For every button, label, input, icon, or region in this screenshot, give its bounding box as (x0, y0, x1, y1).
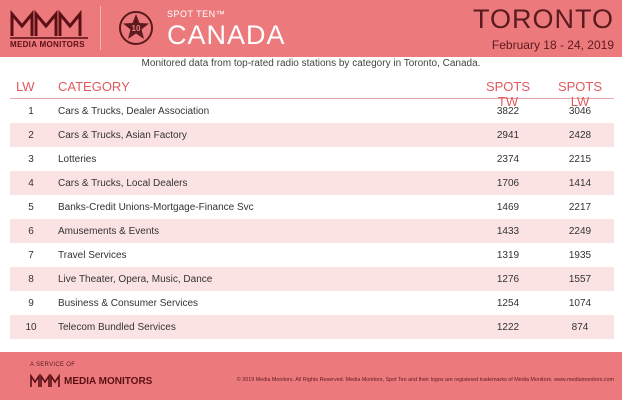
cell-category: Cars & Trucks, Local Dealers (58, 178, 188, 189)
cell-spots-lw: 2249 (568, 226, 592, 237)
cell-lw: 6 (28, 226, 34, 237)
cell-spots-tw: 1433 (496, 226, 520, 237)
cell-category: Live Theater, Opera, Music, Dance (58, 274, 213, 285)
cell-category: Banks-Credit Unions-Mortgage-Finance Svc (58, 202, 254, 213)
cell-category: Telecom Bundled Services (58, 322, 176, 333)
cell-lw: 4 (28, 178, 34, 189)
cell-spots-lw: 2428 (568, 130, 592, 141)
logo-text: MEDIA MONITORS (10, 40, 85, 49)
header-lw: LW (16, 79, 35, 94)
table-header: LW CATEGORY SPOTS TW SPOTS LW (10, 74, 614, 109)
badge-number: 10 (132, 24, 141, 33)
cell-lw: 2 (28, 130, 34, 141)
cell-category: Amusements & Events (58, 226, 160, 237)
header-category: CATEGORY (58, 79, 130, 94)
cell-lw: 9 (28, 298, 34, 309)
cell-spots-tw: 1319 (496, 250, 520, 261)
table-row: 4 Cars & Trucks, Local Dealers 1706 1414 (10, 171, 614, 195)
cell-lw: 5 (28, 202, 34, 213)
table-row: 9 Business & Consumer Services 1254 1074 (10, 291, 614, 315)
cell-category: Business & Consumer Services (58, 298, 199, 309)
cell-spots-tw: 3822 (496, 106, 520, 117)
cell-spots-lw: 2217 (568, 202, 592, 213)
cell-spots-tw: 2374 (496, 154, 520, 165)
cell-spots-lw: 1557 (568, 274, 592, 285)
cell-lw: 1 (28, 106, 34, 117)
cell-category: Travel Services (58, 250, 127, 261)
service-of-label: A SERVICE OF (30, 362, 76, 368)
spot-ten-star-badge-icon: 10 (119, 11, 153, 45)
subtitle: Monitored data from top-rated radio stat… (141, 58, 481, 69)
country-title: CANADA (167, 20, 286, 50)
category-table: LW CATEGORY SPOTS TW SPOTS LW 1 Cars & T… (10, 74, 614, 339)
spot-ten-label: SPOT TEN™ (167, 9, 226, 19)
cell-spots-tw: 1254 (496, 298, 520, 309)
header-spots-lw: SPOTS LW (557, 79, 603, 109)
header-banner: MEDIA MONITORS 10 SPOT TEN™ CANADA TORON… (0, 0, 622, 57)
date-range: February 18 - 24, 2019 (491, 38, 614, 52)
cell-spots-lw: 1935 (568, 250, 592, 261)
cell-spots-tw: 1276 (496, 274, 520, 285)
media-monitors-logo-icon (10, 9, 88, 39)
cell-spots-lw: 3046 (568, 106, 592, 117)
cell-lw: 8 (28, 274, 34, 285)
header-divider (100, 6, 101, 50)
cell-lw: 10 (25, 322, 37, 333)
table-row: 6 Amusements & Events 1433 2249 (10, 219, 614, 243)
table-row: 2 Cars & Trucks, Asian Factory 2941 2428 (10, 123, 614, 147)
table-row: 3 Lotteries 2374 2215 (10, 147, 614, 171)
table-row: 8 Live Theater, Opera, Music, Dance 1276… (10, 267, 614, 291)
copyright-text: © 2019 Media Monitors. All Rights Reserv… (236, 377, 614, 383)
footer-banner: A SERVICE OF MEDIA MONITORS © 2019 Media… (0, 352, 622, 400)
table-row: 5 Banks-Credit Unions-Mortgage-Finance S… (10, 195, 614, 219)
cell-lw: 3 (28, 154, 34, 165)
table-row: 10 Telecom Bundled Services 1222 874 (10, 315, 614, 339)
cell-lw: 7 (28, 250, 34, 261)
table-row: 7 Travel Services 1319 1935 (10, 243, 614, 267)
cell-category: Cars & Trucks, Dealer Association (58, 106, 210, 117)
header-spots-tw: SPOTS TW (485, 79, 531, 109)
cell-spots-tw: 2941 (496, 130, 520, 141)
cell-spots-tw: 1469 (496, 202, 520, 213)
cell-category: Lotteries (58, 154, 97, 165)
table-row: 1 Cars & Trucks, Dealer Association 3822… (10, 99, 614, 123)
cell-spots-tw: 1222 (496, 322, 520, 333)
cell-spots-lw: 1414 (568, 178, 592, 189)
cell-category: Cars & Trucks, Asian Factory (58, 130, 187, 141)
cell-spots-lw: 1074 (568, 298, 592, 309)
footer-brand: MEDIA MONITORS (64, 376, 153, 387)
cell-spots-lw: 874 (571, 322, 589, 333)
city-title: TORONTO (472, 4, 614, 34)
cell-spots-tw: 1706 (496, 178, 520, 189)
cell-spots-lw: 2215 (568, 154, 592, 165)
footer-mm-logo-icon (30, 374, 60, 387)
